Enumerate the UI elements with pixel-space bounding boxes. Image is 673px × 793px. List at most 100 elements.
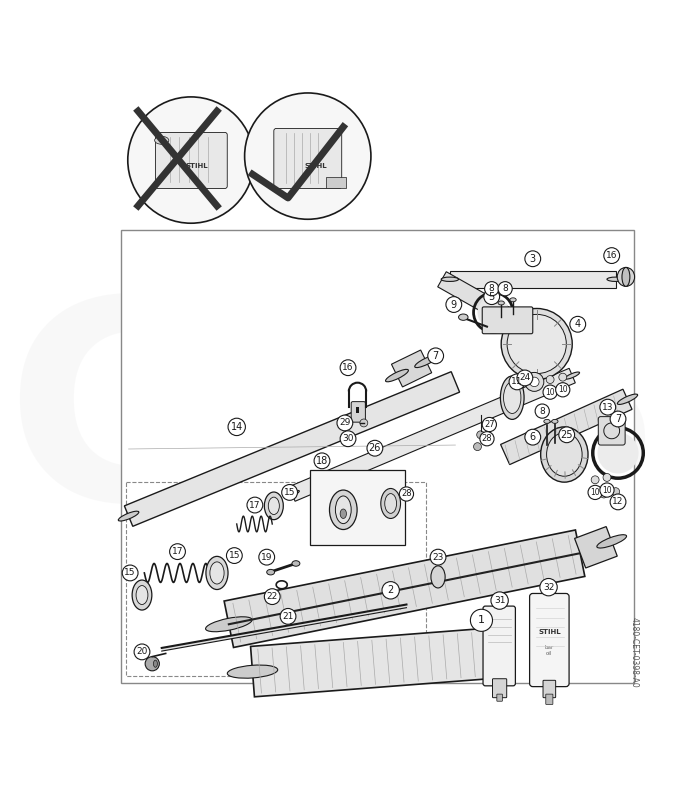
Circle shape <box>478 297 509 328</box>
Circle shape <box>382 581 399 599</box>
FancyBboxPatch shape <box>493 679 507 698</box>
Text: 26: 26 <box>369 443 381 454</box>
Polygon shape <box>437 272 511 324</box>
Text: 17: 17 <box>172 547 183 556</box>
Bar <box>326 177 346 188</box>
Text: 24: 24 <box>520 374 530 382</box>
Polygon shape <box>125 372 460 527</box>
Circle shape <box>598 432 639 473</box>
FancyBboxPatch shape <box>310 470 405 546</box>
Circle shape <box>591 476 599 484</box>
Ellipse shape <box>546 433 582 477</box>
Circle shape <box>282 485 297 500</box>
Circle shape <box>247 497 262 513</box>
Circle shape <box>476 431 485 439</box>
Circle shape <box>517 370 533 386</box>
Circle shape <box>314 453 330 469</box>
Circle shape <box>430 550 446 565</box>
Text: 4180-CET-0398-A0: 4180-CET-0398-A0 <box>629 616 638 688</box>
Ellipse shape <box>507 314 566 374</box>
FancyBboxPatch shape <box>497 694 502 701</box>
Text: 20: 20 <box>137 647 147 657</box>
Circle shape <box>428 348 444 364</box>
Text: 25: 25 <box>561 430 573 440</box>
Ellipse shape <box>210 562 224 584</box>
Polygon shape <box>289 368 575 501</box>
Circle shape <box>226 548 242 564</box>
Circle shape <box>546 376 554 384</box>
Circle shape <box>525 429 540 445</box>
Ellipse shape <box>132 580 152 610</box>
Text: 6: 6 <box>530 432 536 442</box>
Text: GHS: GHS <box>5 288 666 558</box>
Circle shape <box>228 418 246 435</box>
FancyBboxPatch shape <box>120 229 634 684</box>
Circle shape <box>170 544 185 560</box>
Ellipse shape <box>622 267 630 286</box>
Circle shape <box>145 657 160 671</box>
Ellipse shape <box>441 277 458 282</box>
FancyBboxPatch shape <box>351 401 365 422</box>
Circle shape <box>367 440 383 456</box>
Ellipse shape <box>285 490 299 497</box>
Ellipse shape <box>385 493 396 513</box>
Ellipse shape <box>292 561 300 566</box>
Ellipse shape <box>552 419 558 423</box>
Text: 11: 11 <box>511 377 523 386</box>
Text: 13: 13 <box>602 403 614 412</box>
Text: 1: 1 <box>478 615 485 626</box>
Circle shape <box>337 415 353 431</box>
Circle shape <box>610 411 626 427</box>
Text: STIHL: STIHL <box>304 163 327 170</box>
Ellipse shape <box>206 557 228 589</box>
Polygon shape <box>392 350 431 387</box>
Text: STIHL: STIHL <box>538 629 561 635</box>
Text: 21: 21 <box>283 612 293 621</box>
Circle shape <box>559 427 575 442</box>
Text: 9: 9 <box>451 300 457 309</box>
Ellipse shape <box>227 665 278 678</box>
Text: 10: 10 <box>602 485 612 495</box>
Polygon shape <box>501 389 632 465</box>
Polygon shape <box>575 527 617 568</box>
Text: 15: 15 <box>229 551 240 560</box>
Text: 12: 12 <box>612 497 624 507</box>
Ellipse shape <box>155 136 169 144</box>
Circle shape <box>340 431 356 446</box>
FancyBboxPatch shape <box>483 606 516 686</box>
Circle shape <box>530 377 539 387</box>
Ellipse shape <box>607 277 625 282</box>
Ellipse shape <box>565 372 579 379</box>
Ellipse shape <box>267 569 275 575</box>
Text: 7: 7 <box>433 351 439 361</box>
Circle shape <box>603 473 611 481</box>
Text: 10: 10 <box>558 385 567 394</box>
Circle shape <box>474 442 481 450</box>
Circle shape <box>600 483 614 497</box>
Text: 29: 29 <box>339 419 351 427</box>
FancyBboxPatch shape <box>483 307 533 334</box>
Text: 22: 22 <box>267 592 278 601</box>
FancyBboxPatch shape <box>543 680 556 698</box>
Circle shape <box>360 419 367 427</box>
Circle shape <box>570 316 586 332</box>
Polygon shape <box>224 530 585 647</box>
Text: 16: 16 <box>343 363 354 372</box>
Text: 28: 28 <box>482 435 492 443</box>
FancyBboxPatch shape <box>155 132 227 189</box>
FancyBboxPatch shape <box>274 128 342 189</box>
Text: 17: 17 <box>249 500 260 510</box>
Ellipse shape <box>500 312 515 321</box>
Text: 18: 18 <box>316 456 328 465</box>
Circle shape <box>122 565 138 580</box>
Text: 8: 8 <box>489 284 495 293</box>
Polygon shape <box>450 270 616 288</box>
Text: 8: 8 <box>502 284 508 293</box>
FancyBboxPatch shape <box>530 593 569 687</box>
Ellipse shape <box>498 301 504 305</box>
Circle shape <box>525 373 544 392</box>
Circle shape <box>128 97 254 223</box>
Text: 15: 15 <box>125 569 136 577</box>
Circle shape <box>604 247 620 263</box>
Circle shape <box>556 383 570 396</box>
